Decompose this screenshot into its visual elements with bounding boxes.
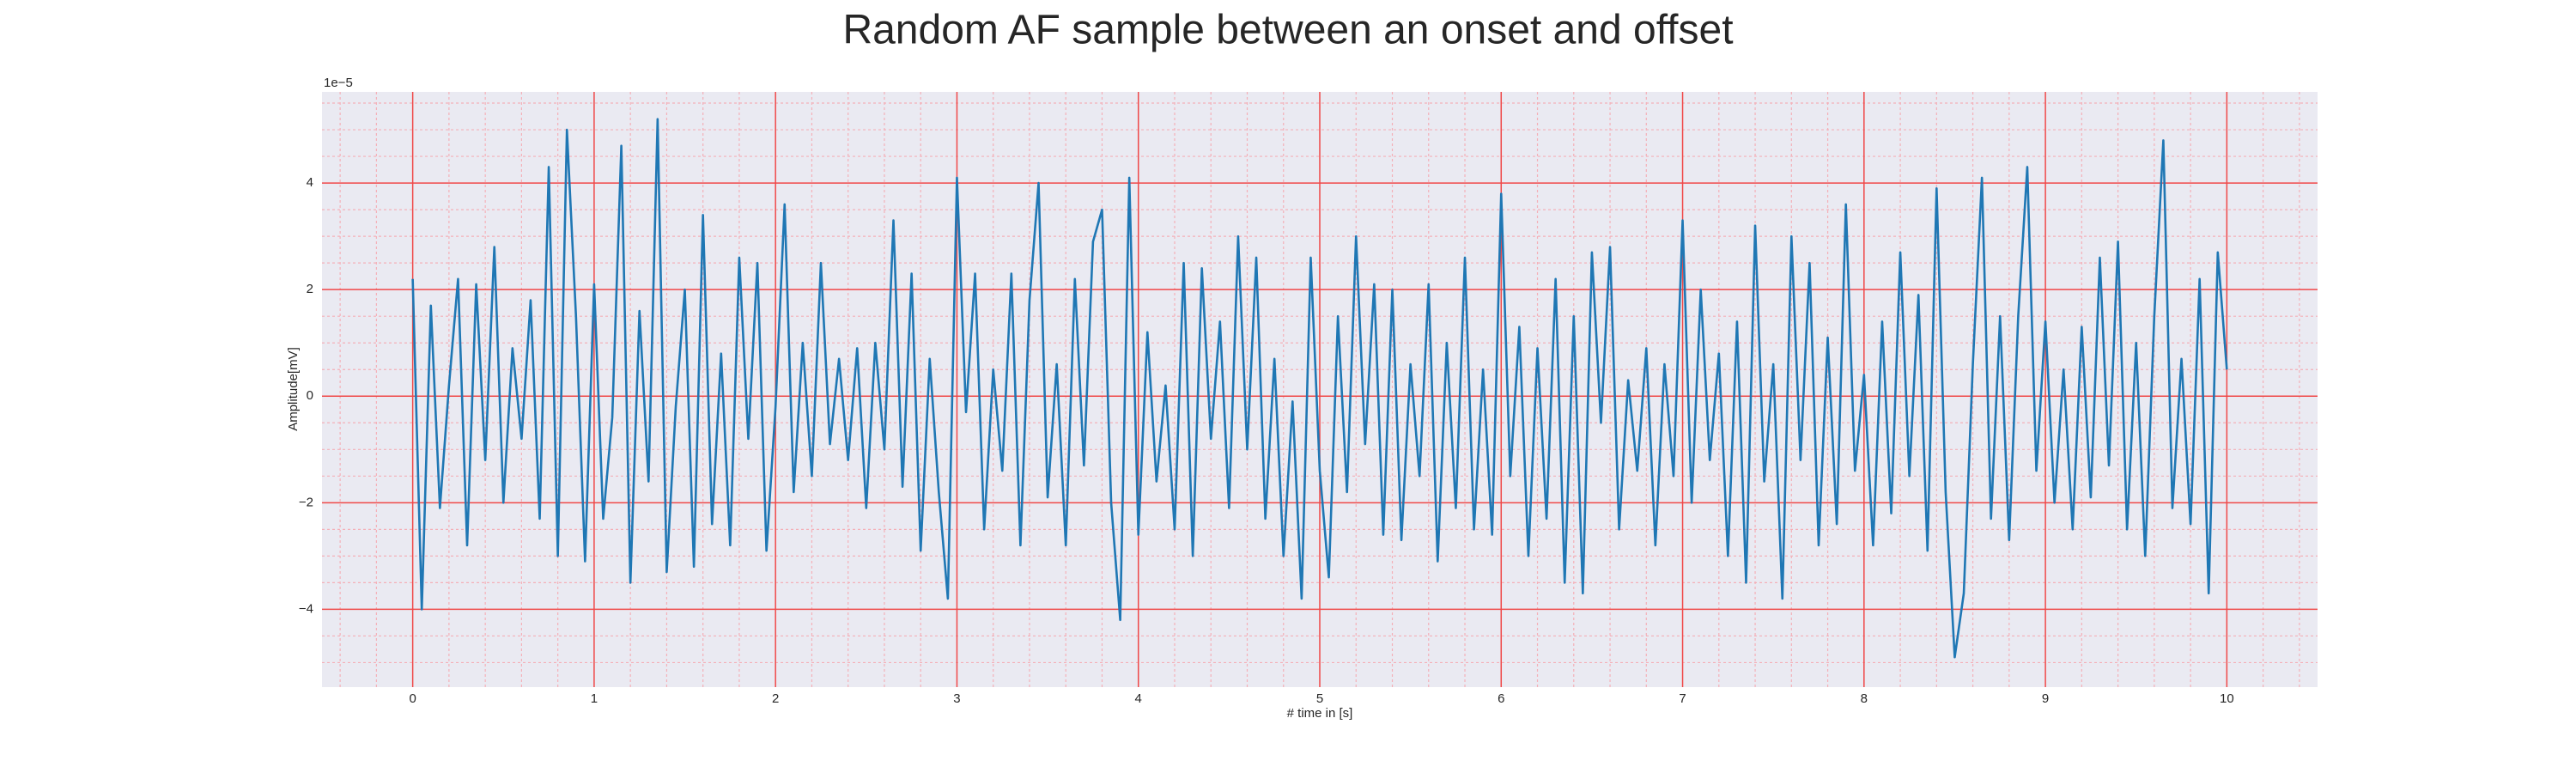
x-tick-label: 3: [953, 691, 960, 706]
x-tick-label: 5: [1316, 691, 1323, 706]
chart-title: Random AF sample between an onset and of…: [842, 8, 1733, 53]
y-tick-label: 2: [307, 282, 313, 296]
x-tick-label: 10: [2220, 691, 2234, 706]
y-axis-label: Amplitude[mV]: [286, 347, 301, 431]
x-tick-label: 2: [772, 691, 779, 706]
x-tick-label: 1: [591, 691, 598, 706]
x-tick-label: 0: [409, 691, 416, 706]
x-tick-label: 4: [1135, 691, 1142, 706]
y-tick-label: −2: [299, 495, 313, 509]
y-tick-label: 0: [307, 388, 313, 403]
data-line: [411, 118, 2228, 659]
x-tick-label: 9: [2042, 691, 2049, 706]
x-axis-label: # time in [s]: [1287, 706, 1353, 721]
y-tick-label: −4: [299, 601, 313, 616]
x-tick-label: 6: [1498, 691, 1504, 706]
x-tick-label: 7: [1679, 691, 1686, 706]
y-tick-label: 4: [307, 175, 313, 190]
y-offset-label: 1e−5: [324, 76, 353, 90]
x-tick-label: 8: [1861, 691, 1868, 706]
